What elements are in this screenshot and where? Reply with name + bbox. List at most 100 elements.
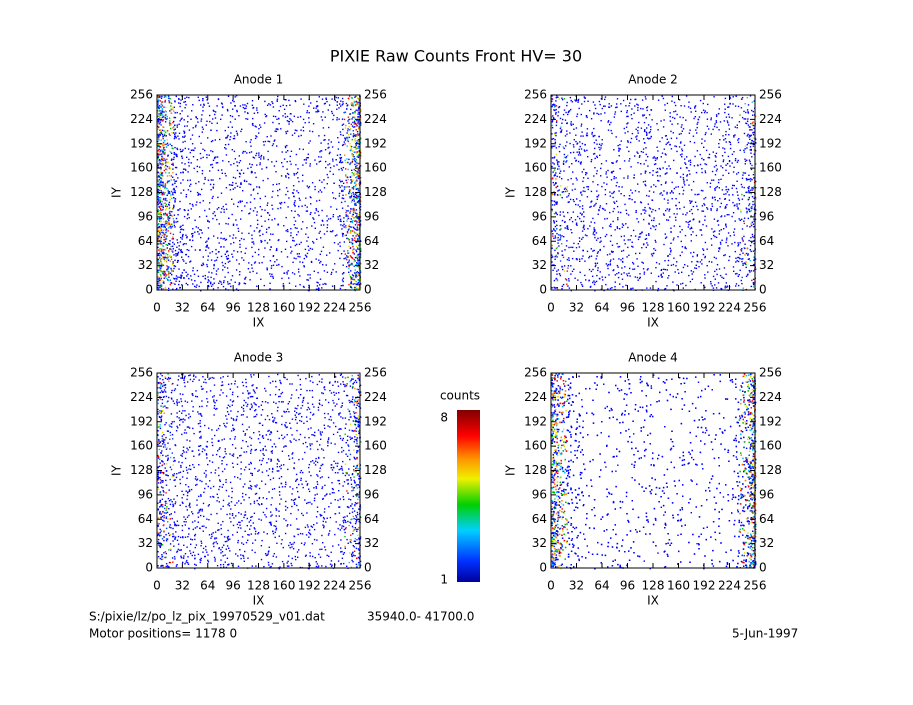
speckle xyxy=(657,179,659,182)
speckle xyxy=(566,130,568,132)
speckle xyxy=(358,150,360,152)
speckle xyxy=(158,266,160,268)
speckle xyxy=(649,131,651,133)
x-tick-label: 96 xyxy=(225,301,240,315)
speckle xyxy=(313,218,315,220)
speckle xyxy=(318,288,320,290)
speckle xyxy=(232,224,235,227)
speckle xyxy=(746,247,748,250)
speckle xyxy=(196,118,199,120)
speckle xyxy=(653,248,655,250)
speckle xyxy=(556,194,559,196)
speckle xyxy=(239,240,241,242)
speckle xyxy=(169,225,172,228)
speckle xyxy=(164,226,166,228)
speckle xyxy=(596,274,598,277)
speckle xyxy=(581,213,583,215)
speckle xyxy=(749,126,751,128)
speckle xyxy=(616,106,618,108)
speckle xyxy=(556,270,558,272)
speckle xyxy=(559,260,562,262)
speckle xyxy=(640,107,642,110)
speckle xyxy=(164,153,166,155)
speckle xyxy=(317,109,319,111)
speckle xyxy=(235,219,237,221)
speckle xyxy=(173,158,175,161)
speckle xyxy=(165,259,167,261)
speckle xyxy=(338,195,340,197)
speckle xyxy=(254,261,257,263)
speckle xyxy=(294,205,296,207)
speckle xyxy=(564,135,567,137)
speckle xyxy=(172,168,174,170)
speckle xyxy=(358,283,361,286)
speckle xyxy=(286,229,289,231)
speckle xyxy=(711,205,714,207)
speckle xyxy=(618,149,620,151)
speckle xyxy=(355,95,358,98)
speckle xyxy=(182,168,185,170)
speckle xyxy=(704,204,706,206)
speckle xyxy=(600,120,602,122)
speckle xyxy=(711,285,713,287)
speckle xyxy=(296,190,298,192)
speckle xyxy=(192,228,194,230)
speckle xyxy=(582,220,585,223)
speckle xyxy=(696,254,699,256)
speckle xyxy=(293,273,296,275)
speckle xyxy=(318,232,320,234)
speckle xyxy=(310,211,312,214)
speckle xyxy=(240,169,243,171)
speckle xyxy=(185,193,188,196)
speckle xyxy=(754,258,757,260)
speckle xyxy=(337,249,339,252)
speckle xyxy=(743,246,745,249)
speckle xyxy=(696,123,698,125)
speckle xyxy=(666,102,669,105)
speckle xyxy=(566,196,568,198)
speckle xyxy=(631,241,633,243)
speckle xyxy=(284,116,287,118)
speckle xyxy=(577,215,579,218)
speckle xyxy=(351,125,354,127)
speckle xyxy=(169,143,171,145)
speckle xyxy=(744,172,747,174)
speckle xyxy=(687,106,690,108)
speckle xyxy=(168,191,171,193)
speckle xyxy=(261,261,263,264)
speckle xyxy=(338,118,340,120)
speckle xyxy=(702,190,704,192)
speckle xyxy=(648,207,651,209)
speckle xyxy=(242,104,244,106)
speckle xyxy=(346,214,348,217)
speckle xyxy=(349,143,351,145)
speckle xyxy=(753,208,756,210)
speckle xyxy=(353,158,355,160)
speckle xyxy=(742,258,744,260)
speckle xyxy=(556,279,559,281)
speckle xyxy=(600,163,603,165)
speckle xyxy=(259,229,261,232)
speckle xyxy=(356,195,358,198)
speckle xyxy=(668,165,670,167)
speckle xyxy=(238,282,241,284)
speckle xyxy=(171,274,173,276)
speckle xyxy=(186,249,188,251)
speckle xyxy=(717,112,720,115)
speckle xyxy=(577,279,579,281)
speckle xyxy=(344,253,346,255)
speckle xyxy=(344,127,347,129)
speckle xyxy=(251,123,254,125)
speckle xyxy=(162,151,164,154)
speckle xyxy=(187,179,189,182)
speckle xyxy=(689,173,691,175)
speckle xyxy=(294,227,297,229)
speckle xyxy=(327,176,329,179)
speckle xyxy=(293,195,295,197)
speckle xyxy=(350,279,352,281)
speckle xyxy=(207,137,209,139)
speckle xyxy=(227,283,229,285)
speckle xyxy=(555,121,558,123)
speckle xyxy=(573,128,575,130)
speckle xyxy=(222,269,224,271)
